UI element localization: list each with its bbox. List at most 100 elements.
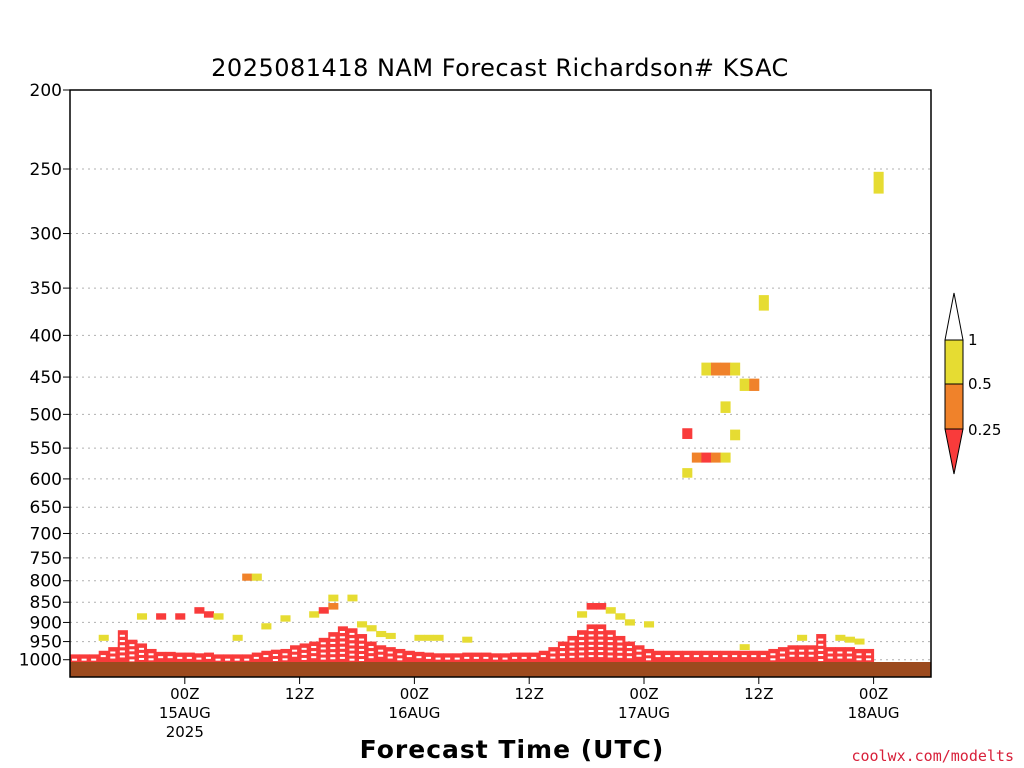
heatmap-cell-gap (492, 657, 498, 660)
heatmap-cell-gap (81, 658, 87, 661)
heatmap-cell-gap (531, 656, 537, 659)
heatmap-cell-gap (693, 655, 699, 658)
heatmap-cell-gap (617, 640, 623, 643)
heatmap-cell (213, 613, 224, 620)
heatmap-cell-gap (818, 643, 824, 646)
credit-link[interactable]: coolwx.com/modelts (851, 747, 1014, 765)
heatmap-cell (89, 654, 100, 663)
heatmap-cell-gap (588, 639, 594, 642)
legend-swatch-mid (944, 383, 964, 430)
heatmap-cell (328, 603, 339, 610)
x-tick-label: 00Z (170, 685, 199, 703)
heatmap-cell (749, 378, 760, 391)
heatmap-cell-gap (91, 658, 97, 661)
y-tick-label: 550 (30, 439, 62, 459)
heatmap-cell-gap (598, 634, 604, 637)
heatmap-cell (194, 607, 205, 614)
x-tick-label: 16AUG (388, 704, 440, 722)
heatmap-cell-gap (119, 655, 125, 658)
heatmap-cell-gap (617, 655, 623, 658)
heatmap-cell (720, 362, 731, 376)
y-tick-label: 250 (30, 160, 62, 180)
heatmap-cell-gap (569, 645, 575, 648)
heatmap-cell-gap (579, 645, 585, 648)
heatmap-cell (596, 624, 607, 663)
heatmap-cell (366, 625, 377, 632)
heatmap-cell-gap (359, 648, 365, 651)
heatmap-cell-gap (866, 653, 872, 656)
heatmap-cell-gap (205, 656, 211, 659)
heatmap-cell-gap (521, 656, 527, 659)
heatmap-cell-gap (244, 658, 250, 661)
heatmap-cell-gap (292, 654, 298, 657)
heatmap-cell (280, 615, 291, 622)
heatmap-cell-gap (818, 648, 824, 651)
heatmap-cell-gap (559, 651, 565, 654)
legend-arrow-top (944, 292, 964, 341)
heatmap-cell-gap (799, 649, 805, 652)
heatmap-cell-gap (569, 640, 575, 643)
heatmap-cell (232, 654, 243, 663)
heatmap-cell-gap (359, 643, 365, 646)
heatmap-cell-gap (856, 653, 862, 656)
y-tick-label: 600 (30, 470, 62, 490)
heatmap-cell-gap (626, 656, 632, 659)
heatmap-cell-gap (569, 650, 575, 653)
heatmap-cell-gap (100, 655, 106, 658)
heatmap-cell-gap (225, 658, 231, 661)
heatmap-cell (357, 621, 368, 628)
heatmap-cell-gap (607, 640, 613, 643)
heatmap-cell (280, 648, 291, 663)
heatmap-cell-gap (598, 629, 604, 632)
x-tick-label: 12Z (744, 685, 773, 703)
x-tick-label: 15AUG (159, 704, 211, 722)
heatmap-cell (605, 607, 616, 614)
heatmap-cell-gap (837, 656, 843, 659)
y-tick-label: 400 (30, 326, 62, 346)
heatmap-cell (730, 429, 741, 441)
heatmap-cell-gap (349, 643, 355, 646)
heatmap-cell (797, 634, 808, 641)
x-tick-label: 00Z (629, 685, 658, 703)
heatmap-cell-gap (148, 658, 154, 661)
heatmap-cell-gap (196, 657, 202, 660)
heatmap-cell (710, 362, 722, 376)
heatmap-cell-gap (598, 650, 604, 653)
heatmap-cell-gap (186, 656, 192, 659)
heatmap-cell-gap (617, 645, 623, 648)
heatmap-cell-gap (588, 644, 594, 647)
heatmap-cell (108, 647, 119, 663)
heatmap-cell-gap (301, 652, 307, 655)
heatmap-cell-gap (559, 656, 565, 659)
x-tick-label: 00Z (400, 685, 429, 703)
ground-band (70, 662, 931, 677)
heatmap-cell-gap (330, 641, 336, 644)
heatmap-cell-gap (512, 656, 518, 659)
heatmap-cell-gap (119, 634, 125, 637)
heatmap-cell-gap (330, 652, 336, 655)
heatmap-cell (596, 603, 607, 610)
heatmap-cell-gap (579, 634, 585, 637)
legend-label-0-25: 0.25 (968, 421, 1001, 439)
y-tick-label: 450 (30, 368, 62, 388)
y-tick-label: 900 (30, 613, 62, 633)
heatmap-cell (739, 378, 750, 391)
heatmap-cell (261, 623, 272, 630)
heatmap-cell (644, 648, 655, 663)
heatmap-cell-gap (339, 646, 345, 649)
heatmap-cell (691, 452, 702, 463)
heatmap-cell-gap (741, 655, 747, 658)
heatmap-cell-gap (301, 657, 307, 660)
heatmap-cell-gap (397, 658, 403, 661)
heatmap-cell (682, 468, 693, 478)
heatmap-cell-gap (215, 658, 221, 661)
heatmap-cell-gap (808, 649, 814, 652)
heatmap-cell (242, 573, 253, 581)
heatmap-cell (395, 648, 406, 663)
heatmap-cell-gap (158, 656, 164, 659)
heatmap-cell (787, 645, 798, 663)
legend-swatch-high (944, 339, 964, 385)
heatmap-cell-gap (349, 648, 355, 651)
heatmap-cell (777, 647, 788, 663)
y-tick-label: 950 (30, 633, 62, 653)
